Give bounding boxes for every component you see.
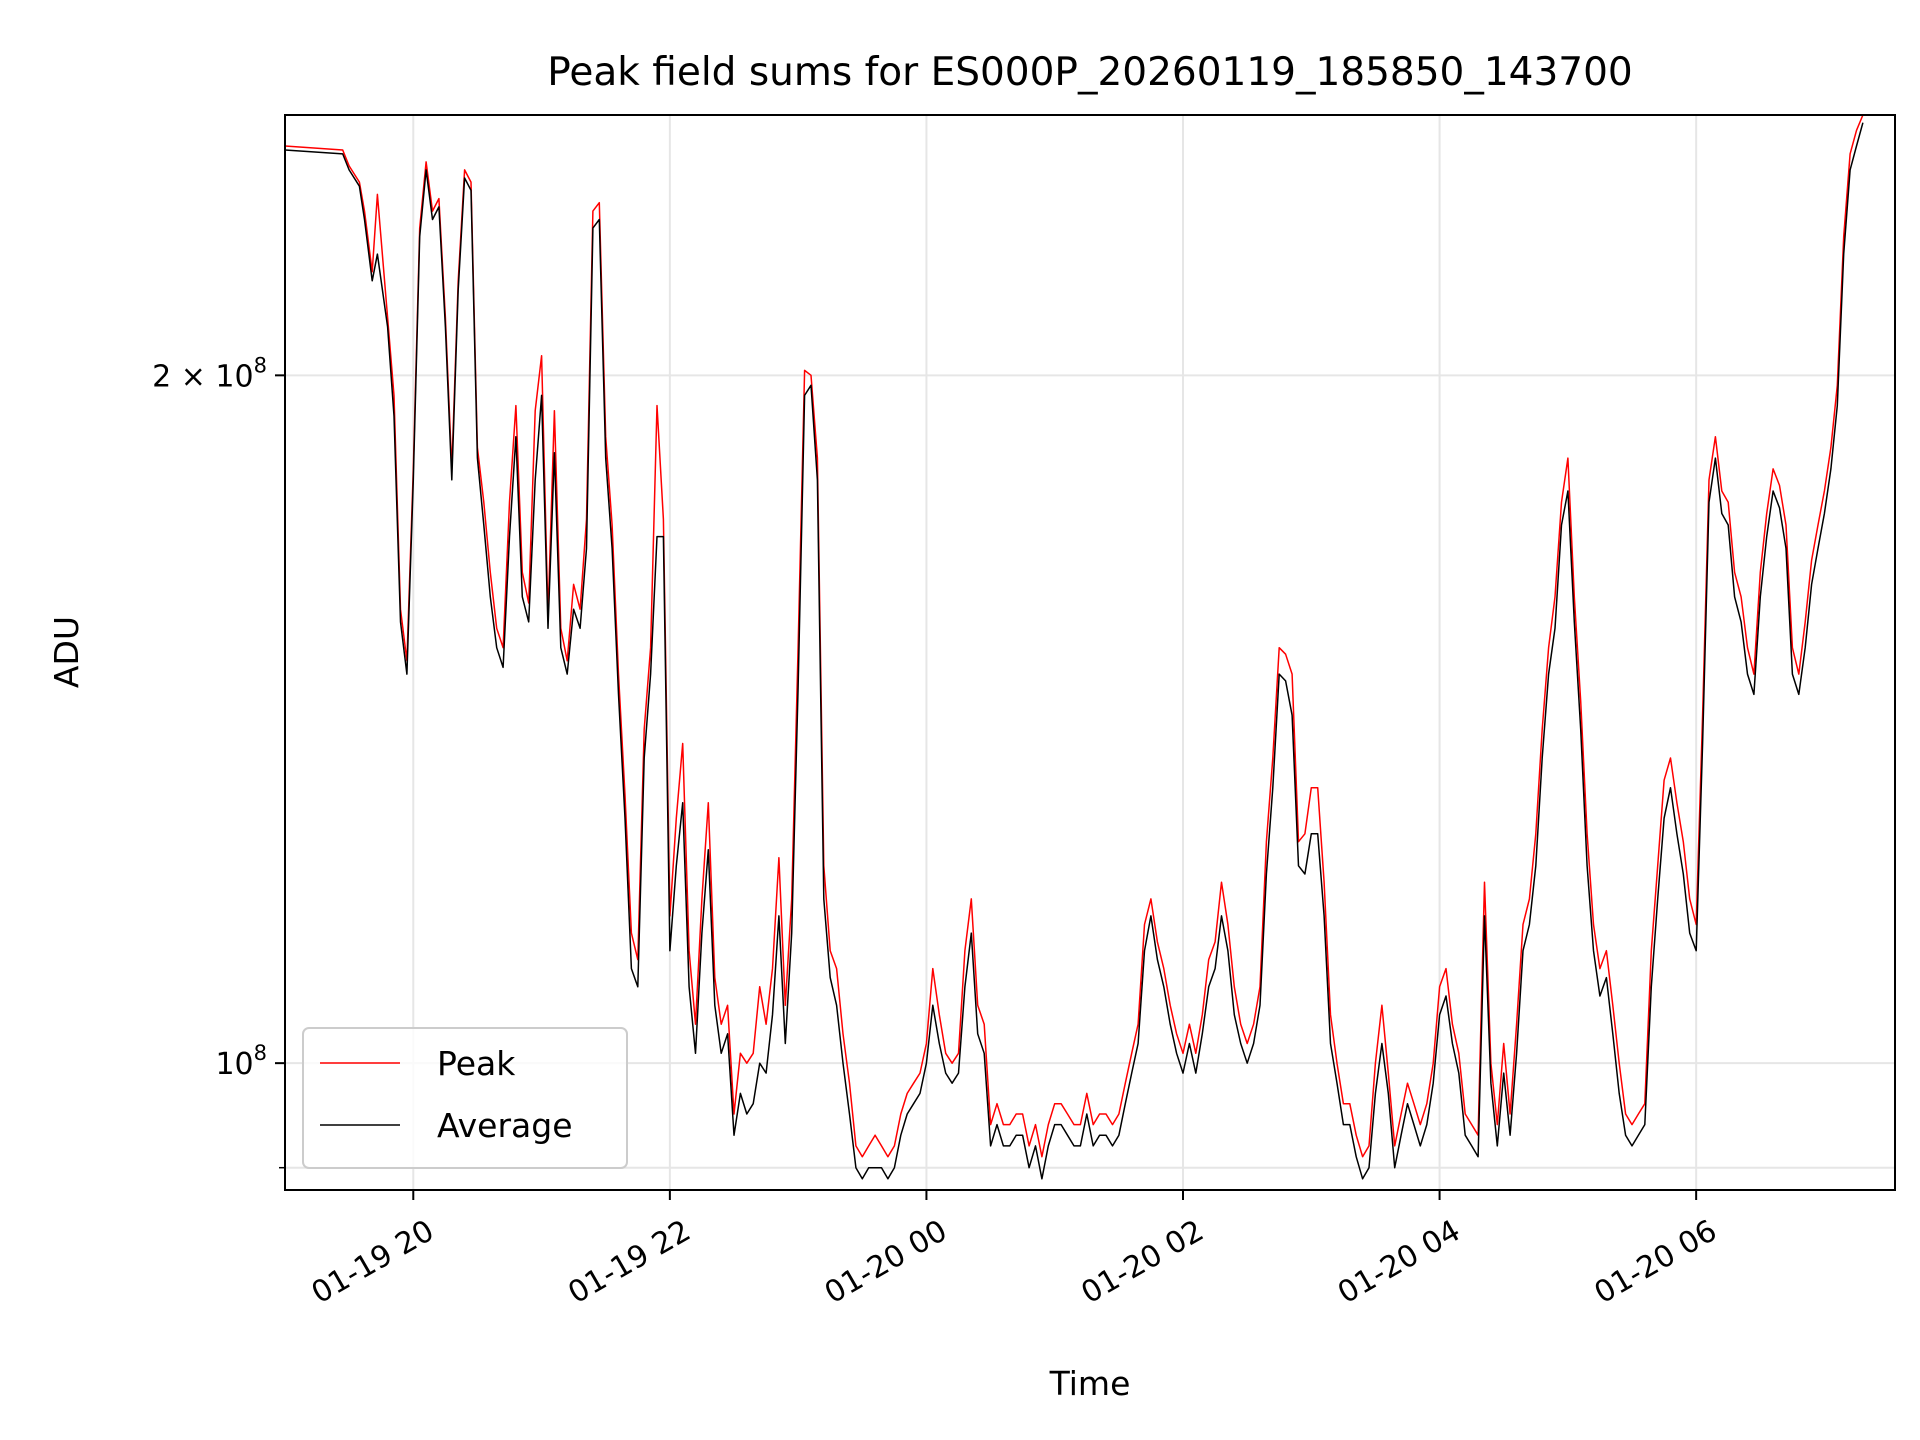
y-tick-label-base: 10 bbox=[215, 1047, 253, 1082]
y-tick-label-exponent: 8 bbox=[254, 1041, 267, 1065]
legend-label-peak: Peak bbox=[437, 1044, 516, 1083]
y-tick-label: 108 bbox=[215, 1041, 267, 1082]
legend: Peak Average bbox=[302, 1027, 628, 1169]
series-line-peak bbox=[284, 114, 1864, 1158]
y-tick-label-exponent: 8 bbox=[254, 353, 267, 377]
x-axis-label: Time bbox=[1049, 1364, 1131, 1403]
y-tick-label: 2 × 108 bbox=[152, 353, 267, 394]
plot-lines bbox=[284, 114, 1864, 1180]
plot-frame bbox=[284, 114, 1896, 1191]
y-tick-label-base: 2 × 10 bbox=[152, 359, 253, 394]
series-line-average bbox=[284, 122, 1864, 1180]
chart-title: Peak field sums for ES000P_20260119_1858… bbox=[547, 50, 1632, 95]
y-axis-label: ADU bbox=[47, 616, 86, 688]
legend-label-average: Average bbox=[437, 1106, 573, 1145]
